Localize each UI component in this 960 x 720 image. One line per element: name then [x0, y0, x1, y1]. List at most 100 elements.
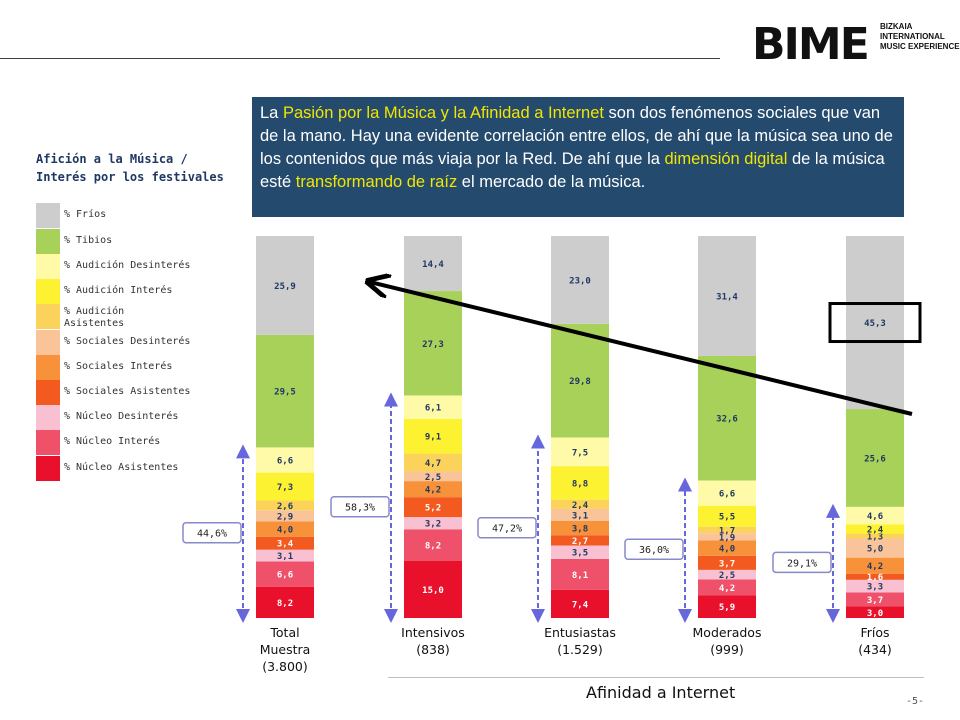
legend-label: % Sociales Asistentes — [64, 386, 191, 397]
bracket-label-box — [330, 495, 390, 518]
data-label: 6,6 — [277, 457, 293, 467]
legend-swatch — [36, 254, 60, 279]
header-divider — [0, 58, 720, 59]
bar-segment — [256, 536, 314, 550]
bar-segment — [698, 355, 756, 481]
bracket-label-box — [624, 538, 684, 560]
category-label: Fríos (434) — [820, 624, 930, 658]
logo-subtitle-line: MUSIC EXPERIENCE — [880, 42, 960, 51]
bar-segment — [698, 480, 756, 506]
data-label: 14,4 — [422, 260, 444, 270]
legend-item: % Núcleo Asistentes — [36, 456, 236, 481]
data-label: 4,2 — [719, 584, 735, 594]
category-label-line: (838) — [416, 642, 450, 657]
bar-segment — [404, 481, 462, 498]
legend-swatch — [36, 279, 60, 304]
legend-swatch — [36, 380, 60, 405]
data-label: 2,6 — [277, 502, 293, 512]
legend-label: % Sociales Desinterés — [64, 336, 191, 347]
callout-highlight: dimensión digital — [664, 150, 788, 168]
data-label: 3,4 — [277, 540, 294, 550]
bar-segment — [551, 437, 609, 467]
bar-segment — [846, 557, 904, 574]
bar-segment — [551, 508, 609, 521]
data-label: 5,2 — [425, 504, 441, 514]
bar-segment — [846, 579, 904, 593]
legend-label: % Núcleo Interés — [64, 436, 161, 447]
bar-segment — [404, 471, 462, 482]
category-label-line: Moderados — [692, 625, 762, 640]
bar-segment — [846, 409, 904, 507]
bar-segment — [698, 569, 756, 580]
legend-label: % Fríos — [64, 209, 107, 220]
bar-segment — [256, 500, 314, 511]
bracket-label-box — [182, 521, 242, 544]
data-label: 5,5 — [719, 513, 735, 523]
legend-item: % Audición Desinterés — [36, 254, 236, 279]
data-label: 1,9 — [719, 533, 735, 543]
data-label: 1,6 — [867, 573, 883, 583]
legend-item: % Audición Asistentes — [36, 304, 236, 329]
callout-text-segment: son dos fenómenos sociales que van de la… — [260, 104, 893, 168]
data-label: 1,3 — [867, 533, 883, 543]
bar-segment — [698, 526, 756, 534]
logo-wordmark: BIME — [752, 19, 870, 70]
bar-segment — [256, 521, 314, 537]
data-label: 7,4 — [572, 600, 589, 610]
category-label-line: (999) — [710, 642, 744, 657]
legend-swatch — [36, 456, 60, 481]
data-label: 2,9 — [277, 512, 293, 522]
bar-segment — [698, 533, 756, 541]
data-label: 8,2 — [425, 541, 441, 551]
data-label: 7,5 — [572, 448, 588, 458]
data-label: 2,5 — [425, 473, 441, 483]
data-label: 3,8 — [572, 524, 588, 534]
data-label: 25,9 — [274, 282, 296, 292]
bar-segment — [698, 540, 756, 556]
data-label: 3,7 — [867, 596, 883, 606]
data-label: 32,6 — [716, 415, 738, 425]
data-label: 2,4 — [572, 501, 589, 511]
data-label: 4,7 — [425, 459, 441, 469]
legend-swatch — [36, 355, 60, 380]
category-label-line: (3.800) — [262, 659, 308, 674]
bar-segment — [404, 418, 462, 454]
logo-subtitle-line: INTERNATIONAL — [880, 32, 945, 41]
data-label: 29,8 — [569, 377, 591, 387]
bar-segment — [404, 497, 462, 518]
bar-segment — [846, 538, 904, 558]
legend-item: % Núcleo Desinterés — [36, 405, 236, 430]
bar-segment — [404, 395, 462, 419]
bar-segment — [846, 506, 904, 525]
x-axis-title: Afinidad a Internet — [586, 683, 736, 702]
data-label: 5,9 — [719, 603, 735, 613]
legend-label: % Audición Asistentes — [64, 306, 125, 329]
bar-segment — [256, 447, 314, 473]
data-label: 1,7 — [719, 526, 735, 536]
data-label: 15,0 — [422, 586, 444, 596]
data-label: 3,1 — [277, 552, 293, 562]
category-label-line: Total — [270, 625, 300, 640]
bar-segment — [551, 466, 609, 500]
legend-item: % Audición Interés — [36, 279, 236, 304]
trend-arrow — [370, 282, 913, 416]
bracket-label: 44,6% — [197, 529, 227, 540]
legend-swatch — [36, 330, 60, 355]
category-label: Entusiastas (1.529) — [525, 624, 635, 658]
bar-segment — [698, 579, 756, 596]
legend-item: % Núcleo Interés — [36, 430, 236, 455]
data-label: 9,1 — [425, 433, 441, 443]
data-label: 6,6 — [719, 490, 735, 500]
legend-swatch — [36, 430, 60, 455]
legend-label: % Audición Interés — [64, 285, 173, 296]
bracket-label-box — [477, 516, 537, 539]
data-label: 4,2 — [867, 562, 883, 572]
category-label-line: (1.529) — [557, 642, 603, 657]
data-label: 4,2 — [425, 486, 441, 496]
bar-segment — [846, 524, 904, 534]
data-label: 2,7 — [572, 537, 588, 547]
data-label: 3,5 — [572, 549, 588, 559]
bar-segment — [698, 555, 756, 570]
data-label: 7,3 — [277, 483, 293, 493]
insight-callout: La Pasión por la Música y la Afinidad a … — [252, 97, 904, 217]
